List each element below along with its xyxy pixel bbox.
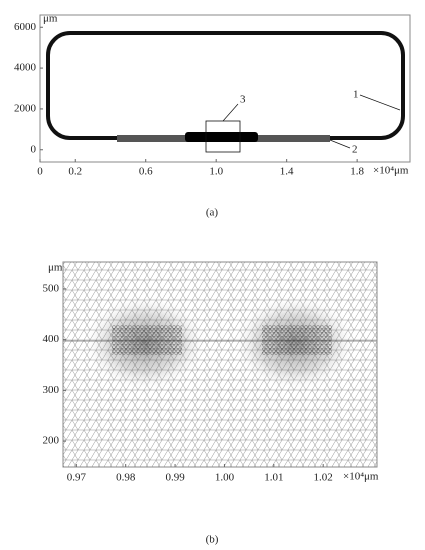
mesh-dense xyxy=(112,325,182,355)
y-tick-label: 2000 xyxy=(14,102,37,114)
y-tick-label: 500 xyxy=(43,282,60,294)
x-tick-label: 1.0 xyxy=(209,166,223,178)
y-unit: μm xyxy=(43,13,58,25)
x-tick-label: 1.4 xyxy=(280,166,294,178)
x-unit: ×10⁴μm xyxy=(373,165,409,177)
label: 1 xyxy=(353,89,359,101)
racetrack xyxy=(46,31,405,140)
x-tick-label: 0 xyxy=(37,166,43,178)
leader xyxy=(329,139,351,149)
x-tick-label: 1.8 xyxy=(350,166,364,178)
mesh-dense xyxy=(262,325,332,355)
leader xyxy=(359,94,401,111)
x-tick-label: 0.99 xyxy=(165,472,185,484)
x-tick-label: 0.2 xyxy=(68,166,82,178)
y-tick-label: 300 xyxy=(43,384,60,396)
axes-frame xyxy=(62,261,378,468)
y-tick-label: 4000 xyxy=(14,62,37,74)
x-tick-label: 1.00 xyxy=(215,472,235,484)
y-unit: μm xyxy=(48,262,63,274)
label: 2 xyxy=(352,144,358,156)
y-tick-label: 400 xyxy=(43,333,60,345)
y-tick-label: 200 xyxy=(43,435,60,447)
label: 3 xyxy=(240,94,246,106)
caption: (b) xyxy=(206,534,219,546)
x-tick-label: 1.02 xyxy=(314,472,333,484)
x-tick-label: 1.01 xyxy=(264,472,283,484)
x-unit: ×10⁴μm xyxy=(343,471,379,483)
y-tick-label: 6000 xyxy=(14,21,37,33)
x-tick-label: 0.6 xyxy=(139,166,153,178)
caption: (a) xyxy=(206,207,219,219)
y-tick-label: 0 xyxy=(31,143,37,155)
x-tick-label: 0.97 xyxy=(67,472,87,484)
axes-frame xyxy=(39,14,411,163)
leader xyxy=(222,103,239,122)
electrodes xyxy=(185,132,258,142)
x-tick-label: 0.98 xyxy=(116,472,136,484)
